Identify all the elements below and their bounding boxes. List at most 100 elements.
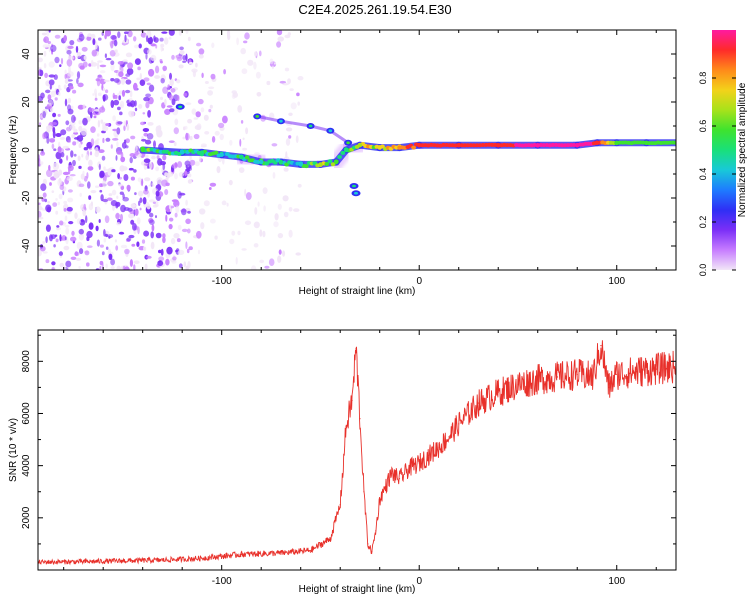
- noise-speck: [127, 30, 133, 38]
- noise-speck: [109, 50, 116, 57]
- noise-speck: [254, 51, 258, 57]
- noise-speck: [63, 200, 68, 205]
- noise-speck: [200, 222, 205, 230]
- noise-speck: [170, 237, 176, 245]
- noise-speck: [165, 258, 170, 266]
- noise-speck: [130, 100, 136, 108]
- noise-speck: [147, 49, 152, 55]
- noise-speck: [153, 37, 159, 43]
- noise-speck: [296, 92, 300, 97]
- noise-speck: [151, 183, 154, 186]
- noise-speck: [84, 250, 90, 256]
- noise-speck: [203, 200, 210, 207]
- noise-speck: [129, 259, 133, 267]
- noise-speck: [76, 71, 81, 79]
- noise-speck: [48, 99, 54, 106]
- noise-speck: [64, 73, 67, 80]
- noise-speck: [71, 133, 76, 139]
- noise-speck: [244, 220, 252, 226]
- noise-speck: [240, 47, 246, 55]
- noise-speck: [155, 44, 158, 49]
- noise-speck: [94, 88, 97, 97]
- noise-speck: [158, 249, 162, 254]
- noise-speck: [188, 166, 192, 171]
- noise-speck: [112, 138, 119, 141]
- noise-speck: [44, 72, 48, 78]
- noise-speck: [226, 202, 229, 207]
- noise-speck: [85, 154, 89, 161]
- noise-speck: [264, 265, 270, 269]
- snr-point: [438, 446, 440, 448]
- noise-speck: [54, 97, 58, 101]
- noise-speck: [51, 190, 55, 194]
- noise-speck: [59, 262, 64, 268]
- noise-speck: [59, 184, 65, 190]
- colorbar-tick-label: 0.0: [698, 264, 708, 277]
- noise-speck: [45, 89, 51, 94]
- noise-speck: [102, 198, 109, 203]
- noise-speck: [103, 79, 110, 83]
- snr-point: [240, 553, 243, 555]
- noise-speck: [38, 122, 42, 126]
- noise-speck: [49, 234, 53, 242]
- noise-speck: [177, 224, 182, 231]
- noise-speck: [42, 111, 46, 119]
- noise-speck: [53, 244, 56, 248]
- noise-speck: [128, 167, 134, 171]
- noise-speck: [95, 225, 99, 232]
- noise-speck: [166, 246, 173, 255]
- branch-segment: [255, 114, 283, 123]
- ridge-point: [259, 159, 264, 165]
- noise-speck: [74, 212, 78, 219]
- noise-speck: [78, 33, 85, 42]
- ridge-core: [303, 164, 309, 169]
- noise-speck: [101, 155, 106, 161]
- noise-speck: [78, 183, 85, 188]
- noise-speck: [122, 196, 129, 202]
- noise-speck: [198, 54, 204, 59]
- noise-speck: [142, 197, 147, 205]
- noise-speck: [257, 201, 260, 207]
- noise-speck: [123, 174, 129, 181]
- noise-speck: [253, 243, 259, 248]
- noise-speck: [94, 109, 101, 112]
- noise-speck: [93, 115, 97, 119]
- noise-speck: [295, 252, 302, 256]
- noise-speck: [125, 89, 131, 94]
- noise-speck: [38, 57, 43, 63]
- noise-speck: [168, 204, 172, 210]
- noise-speck: [48, 61, 55, 68]
- spectrogram-y-tick-label: -40: [21, 238, 32, 253]
- noise-speck: [90, 138, 95, 147]
- noise-speck: [162, 236, 166, 244]
- noise-speck: [134, 208, 139, 216]
- noise-speck: [52, 112, 57, 118]
- snr-point: [655, 368, 657, 370]
- noise-speck: [59, 158, 63, 164]
- colorbar-ticks: 0.0 0.2 0.4 0.6 0.8: [698, 72, 736, 277]
- noise-speck: [67, 45, 74, 50]
- noise-speck: [293, 208, 300, 213]
- noise-speck: [171, 260, 177, 264]
- noise-speck: [149, 219, 155, 225]
- noise-speck: [88, 195, 92, 200]
- noise-speck: [43, 38, 47, 42]
- spectrogram-y-tick-label: 20: [21, 96, 32, 108]
- noise-speck: [130, 135, 136, 140]
- noise-speck: [116, 127, 121, 135]
- noise-speck: [276, 30, 283, 36]
- noise-speck: [82, 61, 88, 68]
- noise-speck: [154, 75, 161, 79]
- noise-speck: [101, 130, 106, 134]
- noise-speck: [77, 155, 81, 162]
- ridge-point: [456, 143, 461, 148]
- noise-speck: [133, 169, 137, 173]
- noise-speck: [110, 266, 115, 269]
- noise-speck: [38, 202, 41, 206]
- noise-speck: [117, 106, 121, 111]
- noise-speck: [74, 251, 79, 257]
- snr-point: [576, 373, 578, 375]
- noise-speck: [69, 85, 74, 90]
- noise-speck: [100, 194, 104, 202]
